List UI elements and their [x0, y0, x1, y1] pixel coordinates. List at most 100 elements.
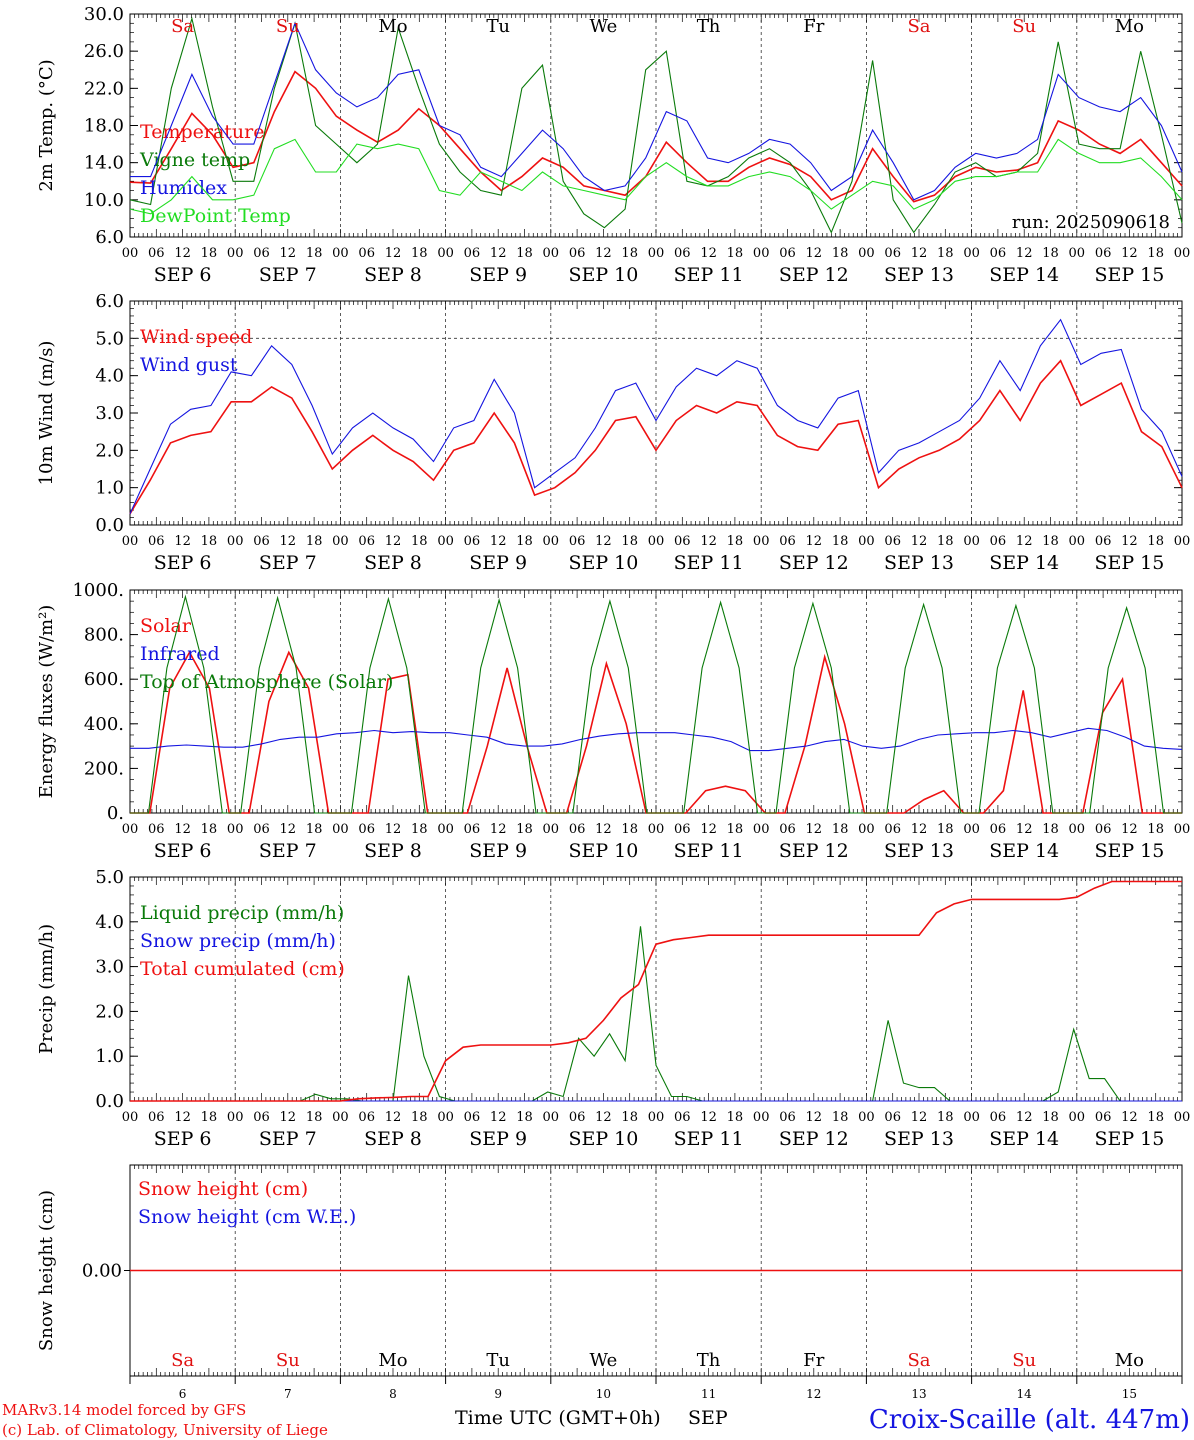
day-number-label: 13	[911, 1387, 926, 1401]
hour-label: 06	[148, 534, 165, 549]
y-tick-label: 10.0	[84, 190, 124, 211]
hour-label: 18	[306, 246, 323, 261]
date-label: SEP 12	[779, 552, 849, 574]
y-tick-label: 400.	[84, 714, 124, 735]
hour-label: 00	[858, 822, 875, 837]
hour-label: 12	[1121, 246, 1138, 261]
hour-label: 00	[437, 246, 454, 261]
date-label: SEP 7	[259, 840, 317, 862]
hour-label: 18	[832, 534, 849, 549]
hour-label: 12	[806, 1110, 823, 1125]
date-label: SEP 13	[884, 264, 954, 286]
hour-label: 06	[358, 246, 375, 261]
hour-label: 18	[937, 534, 954, 549]
hour-label: 12	[700, 822, 717, 837]
hour-label: 00	[963, 246, 980, 261]
hour-label: 18	[411, 246, 428, 261]
hour-label: 12	[490, 246, 507, 261]
hour-label: 00	[858, 1110, 875, 1125]
hour-label: 18	[516, 534, 533, 549]
day-number-label: 6	[179, 1387, 187, 1401]
hour-label: 18	[411, 534, 428, 549]
hour-label: 12	[490, 534, 507, 549]
hour-label: 06	[779, 246, 796, 261]
hour-label: 00	[753, 534, 770, 549]
date-label: SEP 6	[154, 552, 212, 574]
legend-entry: Wind speed	[140, 326, 252, 348]
hour-label: 00	[858, 246, 875, 261]
date-label: SEP 15	[1094, 264, 1164, 286]
panel-5: 0.00 Snow height (cm) Snow height (cm) Snow…	[36, 1164, 1183, 1401]
hour-label: 18	[201, 246, 218, 261]
hour-label: 00	[753, 1110, 770, 1125]
hour-label: 00	[1174, 246, 1191, 261]
series-line-lightgreen	[129, 138, 1183, 215]
hour-label: 00	[543, 1110, 560, 1125]
hour-label: 18	[727, 534, 744, 549]
hour-label: 18	[937, 822, 954, 837]
date-label: SEP 11	[674, 264, 744, 286]
credit-line-2: (c) Lab. of Climatology, University of L…	[2, 1421, 328, 1439]
hour-label: 00	[227, 822, 244, 837]
panel-3: 0. 200. 400. 600. 800. 1000. Energy fluxes (W/…	[36, 580, 1190, 862]
run-label: run: 2025090618	[1012, 212, 1170, 233]
hour-label: 18	[621, 534, 638, 549]
hour-label: 18	[621, 246, 638, 261]
date-label: SEP 13	[884, 840, 954, 862]
date-label: SEP 8	[364, 840, 422, 862]
y-tick-label: 600.	[84, 669, 124, 690]
legend-entry: Snow height (cm)	[138, 1178, 308, 1200]
hour-label: 18	[727, 246, 744, 261]
hour-label: 12	[1121, 822, 1138, 837]
hour-label: 06	[253, 1110, 270, 1125]
hour-label: 12	[1016, 534, 1033, 549]
hour-label: 00	[227, 246, 244, 261]
legend-entry: Infrared	[140, 643, 220, 665]
date-label: SEP 15	[1094, 552, 1164, 574]
weekday-label: Su	[1012, 16, 1036, 37]
date-label: SEP 8	[364, 1128, 422, 1150]
hour-label: 00	[227, 534, 244, 549]
weekday-label: Sa	[171, 16, 194, 37]
date-label: SEP 11	[674, 840, 744, 862]
series-line-red	[129, 359, 1183, 515]
weekday-label: Mo	[1115, 1350, 1144, 1371]
date-label: SEP 11	[674, 1128, 744, 1150]
hour-label: 18	[516, 246, 533, 261]
hour-label: 12	[385, 1110, 402, 1125]
hour-label: 18	[411, 822, 428, 837]
weekday-label: Tu	[486, 1350, 510, 1371]
hour-label: 00	[1069, 822, 1086, 837]
hour-label: 06	[674, 1110, 691, 1125]
weekday-label: Th	[697, 1350, 721, 1371]
hour-label: 12	[174, 1110, 191, 1125]
y-tick-label: 4.0	[95, 366, 124, 387]
series-line-green	[130, 594, 1182, 814]
hour-label: 12	[806, 822, 823, 837]
y-tick-label: 3.0	[95, 957, 124, 978]
date-label: SEP 6	[154, 840, 212, 862]
hour-label: 00	[227, 1110, 244, 1125]
hour-label: 12	[911, 822, 928, 837]
date-label: SEP 13	[884, 552, 954, 574]
hour-label: 00	[122, 246, 139, 261]
hour-label: 12	[385, 534, 402, 549]
hour-label: 00	[963, 534, 980, 549]
y-tick-label: 22.0	[84, 78, 124, 99]
y-tick-label: 3.0	[95, 403, 124, 424]
hour-label: 12	[1016, 1110, 1033, 1125]
hour-label: 12	[911, 1110, 928, 1125]
y-tick-label: 6.0	[95, 227, 124, 248]
hour-label: 06	[674, 822, 691, 837]
hour-label: 00	[648, 822, 665, 837]
hour-label: 18	[832, 246, 849, 261]
day-number-label: 14	[1017, 1387, 1033, 1401]
hour-label: 06	[464, 246, 481, 261]
y-axis-label: 2m Temp. (°C)	[36, 59, 57, 191]
hour-label: 12	[700, 246, 717, 261]
hour-label: 06	[884, 822, 901, 837]
credit-line-1: MARv3.14 model forced by GFS	[2, 1401, 246, 1419]
weekday-label: Su	[276, 16, 300, 37]
hour-label: 00	[753, 822, 770, 837]
date-label: SEP 14	[989, 840, 1059, 862]
